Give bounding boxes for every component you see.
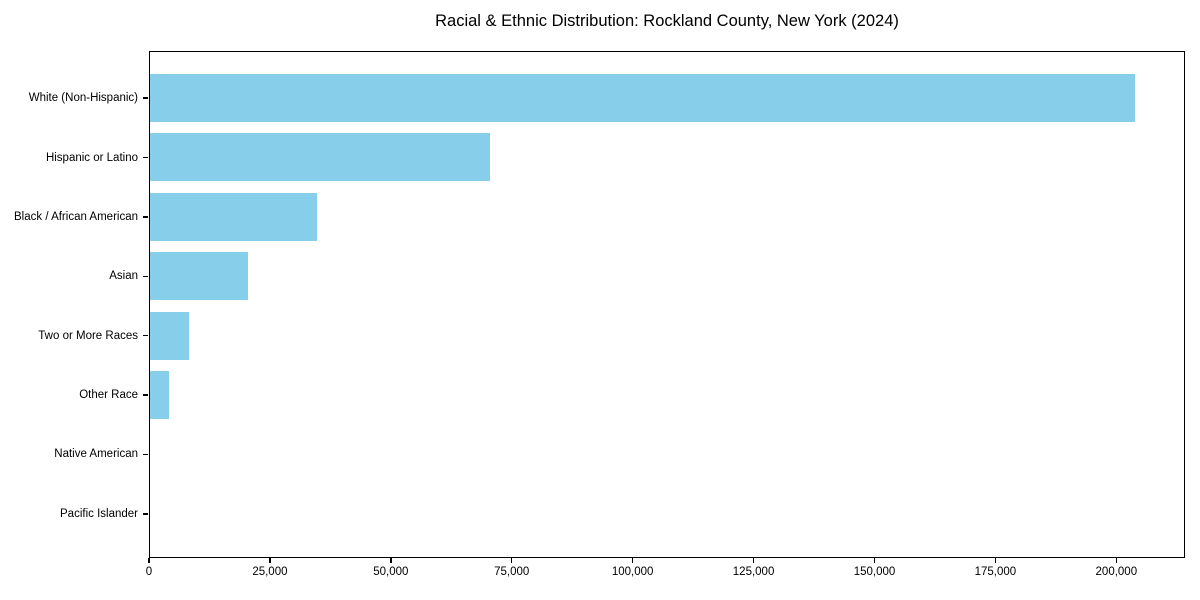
x-tick-mark — [390, 558, 392, 563]
x-tick-label: 50,000 — [373, 566, 409, 578]
bar-rows — [150, 68, 1184, 544]
bar-row — [150, 485, 1184, 545]
y-axis-label: Two or More Races — [38, 329, 138, 342]
x-tick-label: 0 — [145, 566, 153, 578]
bar-two-or-more-races — [150, 311, 190, 360]
y-axis-label: White (Non-Hispanic) — [28, 92, 138, 105]
x-tick-label: 25,000 — [252, 566, 288, 578]
x-tick-mark — [752, 558, 755, 563]
x-tick-mark — [269, 558, 271, 563]
bar-row — [150, 366, 1184, 426]
y-axis-label: Other Race — [79, 389, 138, 402]
x-tick-label: 150,000 — [853, 566, 896, 578]
y-tick-mark — [143, 513, 148, 515]
bar-row — [150, 306, 1184, 366]
x-tick-mark — [148, 558, 150, 563]
y-tick-mark — [143, 275, 148, 278]
bar-hispanic-or-latino — [150, 133, 491, 182]
bar-row — [150, 128, 1184, 188]
y-axis-labels: White (Non-Hispanic) Hispanic or Latino Bl… — [0, 51, 138, 558]
bar-row — [150, 187, 1184, 247]
chart-title: Racial & Ethnic Distribution: Rockland C… — [435, 12, 899, 30]
x-tick-label: 75,000 — [494, 566, 530, 578]
y-tick-mark — [143, 334, 148, 337]
x-axis-ticks: 0 25,000 50,000 75,000 100,000 125,000 150,000… — [145, 558, 1185, 588]
y-tick-mark — [143, 97, 148, 99]
bar-row — [150, 247, 1184, 307]
bar-black-african-american — [150, 192, 318, 241]
x-tick-mark — [510, 558, 513, 563]
y-axis-label: Pacific Islander — [60, 507, 138, 520]
y-axis-label: Asian — [109, 270, 138, 283]
x-tick-label: 175,000 — [974, 566, 1017, 578]
y-tick-mark — [143, 394, 148, 396]
y-axis-label: Black / African American — [14, 210, 138, 223]
x-tick-mark — [1115, 558, 1118, 563]
x-tick-label: 100,000 — [611, 566, 654, 578]
plot-area — [149, 51, 1185, 558]
y-tick-mark — [143, 156, 148, 159]
y-axis-label: Hispanic or Latino — [45, 151, 138, 164]
bar-row — [150, 425, 1184, 485]
y-axis-label: Native American — [54, 448, 138, 461]
y-tick-mark — [143, 453, 148, 456]
bar-white-non-hispanic — [150, 73, 1135, 122]
y-tick-mark — [143, 216, 148, 218]
x-tick-label: 125,000 — [732, 566, 775, 578]
x-tick-mark — [631, 558, 634, 563]
x-tick-mark — [873, 558, 876, 563]
bar-asian — [150, 252, 248, 301]
x-tick-mark — [994, 558, 997, 563]
bar-row — [150, 68, 1184, 128]
x-tick-label: 200,000 — [1095, 566, 1138, 578]
bar-other-race — [150, 371, 170, 420]
